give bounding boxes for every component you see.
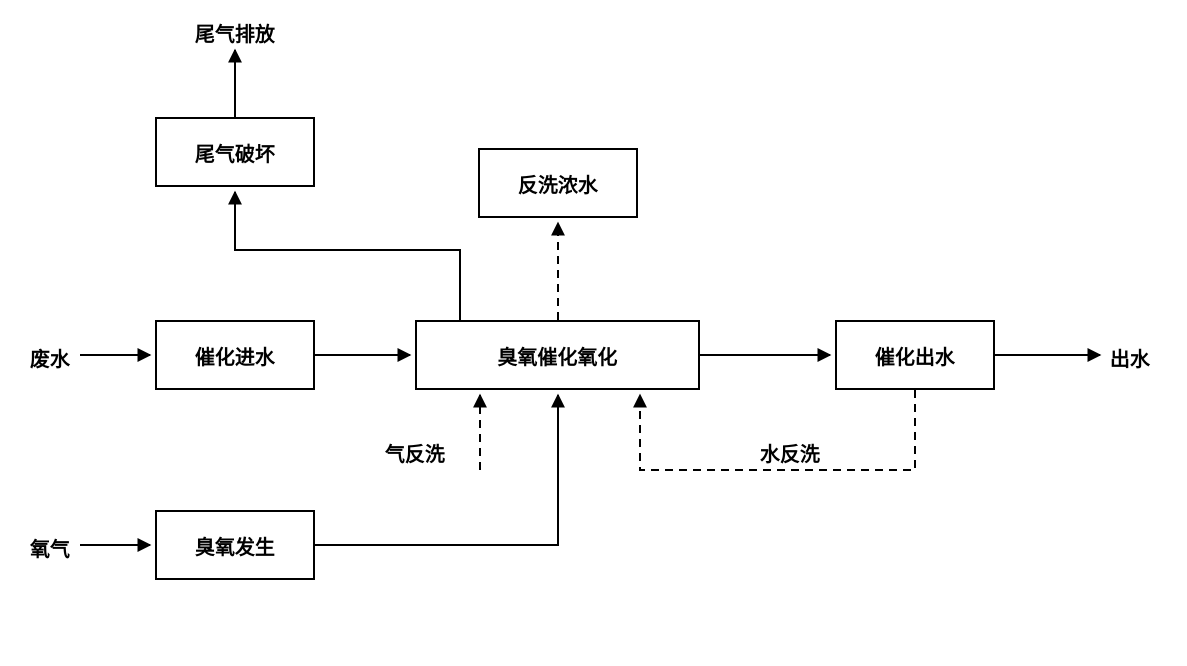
node-ozone_gen: 臭氧发生 (155, 510, 315, 580)
node-label-cat_inlet: 催化进水 (195, 341, 275, 370)
node-tail_destroy: 尾气破坏 (155, 117, 315, 187)
node-label-ozone_cat_ox: 臭氧催化氧化 (498, 341, 618, 370)
node-ozone_cat_ox: 臭氧催化氧化 (415, 320, 700, 390)
node-label-ozone_gen: 臭氧发生 (195, 531, 275, 560)
node-label-cat_outlet: 催化出水 (875, 341, 955, 370)
label-tail_emit: 尾气排放 (195, 18, 275, 47)
node-cat_outlet: 催化出水 (835, 320, 995, 390)
node-label-backwash_water_out: 反洗浓水 (518, 169, 598, 198)
node-backwash_water_out: 反洗浓水 (478, 148, 638, 218)
edge-e_ozonecat_to_taildestroy (235, 192, 460, 320)
label-gas_backwash: 气反洗 (385, 438, 445, 467)
label-oxygen: 氧气 (30, 533, 70, 562)
edge-e_ozonegen_to_ozonecat (315, 395, 558, 545)
node-label-tail_destroy: 尾气破坏 (195, 138, 275, 167)
label-water_backwash: 水反洗 (760, 438, 820, 467)
label-waste_water: 废水 (30, 343, 70, 372)
node-cat_inlet: 催化进水 (155, 320, 315, 390)
label-out_water: 出水 (1110, 343, 1150, 372)
